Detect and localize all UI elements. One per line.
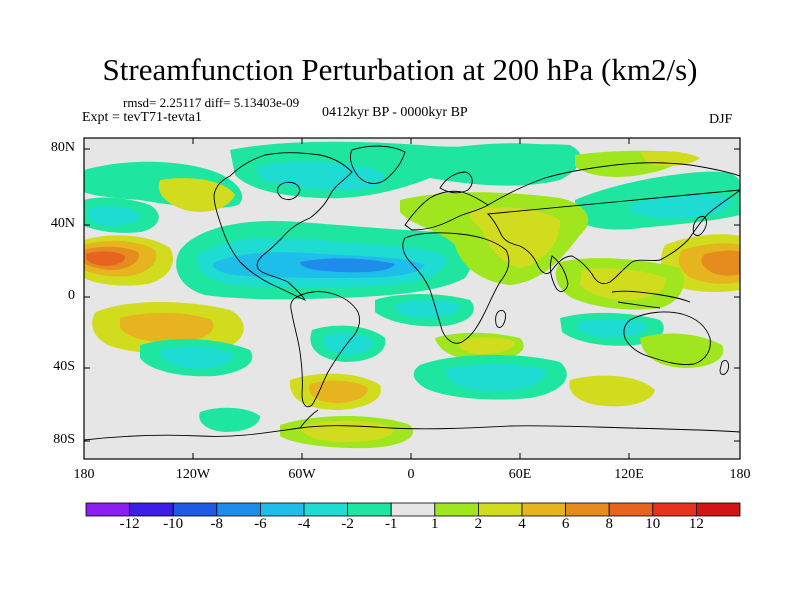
colorbar-swatch bbox=[696, 502, 741, 517]
coastline-new-zealand bbox=[719, 359, 729, 375]
contour-negative-tropics-center bbox=[300, 258, 395, 273]
map-title: Streamfunction Perturbation at 200 hPa (… bbox=[102, 52, 698, 87]
colorbar-label: -1 bbox=[384, 516, 398, 532]
contour-fill-layer bbox=[84, 141, 740, 449]
contour-positive-west-pacific-core bbox=[701, 250, 740, 276]
contour-negative-south-atlantic-core bbox=[394, 299, 460, 318]
contour-negative-south-america-core bbox=[323, 332, 374, 355]
stats-text: rmsd= 2.25117 diff= 5.13403e-09 bbox=[123, 95, 300, 110]
colorbar-label: 8 bbox=[605, 516, 613, 532]
colorbar-label: -10 bbox=[163, 516, 184, 532]
lat-label: 80N bbox=[50, 140, 75, 155]
colorbar-label: 4 bbox=[518, 516, 526, 532]
coastline-north-america bbox=[213, 152, 353, 301]
colorbar-label: -12 bbox=[119, 516, 140, 532]
coastline-africa bbox=[402, 232, 510, 344]
coastline-india bbox=[549, 255, 569, 292]
colorbar-label: 2 bbox=[474, 516, 483, 532]
colorbar-swatch bbox=[477, 502, 523, 517]
contour-negative-asia-core bbox=[630, 194, 731, 219]
contour-positive-south-asia-core bbox=[580, 268, 666, 300]
colorbar-swatch bbox=[608, 502, 654, 517]
coastline-europe bbox=[404, 190, 489, 231]
colorbar-label: -6 bbox=[254, 516, 267, 532]
colorbar-swatch bbox=[172, 502, 218, 517]
contour-positive-south-africa-core bbox=[458, 337, 515, 354]
contour-positive-central-pacific-core bbox=[86, 251, 126, 266]
lon-label: 60E bbox=[508, 467, 532, 482]
coastline-greenland bbox=[349, 145, 406, 184]
lon-label: 120E bbox=[614, 467, 644, 482]
contour-negative-north-america-core bbox=[255, 161, 385, 191]
contour-positive-north-pacific bbox=[158, 178, 235, 212]
colorbar-label: -8 bbox=[210, 516, 224, 532]
colorbar-label: 10 bbox=[645, 516, 661, 532]
colorbar-label: -4 bbox=[297, 516, 311, 532]
colorbar-swatch bbox=[129, 502, 174, 517]
contour-positive-south-atlantic-high-core bbox=[309, 380, 368, 403]
lat-label: 0 bbox=[68, 288, 75, 303]
colorbar-swatch bbox=[216, 502, 261, 517]
contour-negative-southern-ocean-africa-core bbox=[445, 364, 546, 392]
lat-label: 40N bbox=[50, 216, 75, 231]
contour-negative-indian-ocean-core bbox=[577, 318, 648, 338]
colorbar-swatch bbox=[565, 502, 610, 517]
plot-frame bbox=[83, 137, 741, 460]
coastline-antarctica bbox=[84, 425, 740, 441]
coastline-scandinavia bbox=[439, 171, 473, 194]
coastline-madagascar bbox=[495, 309, 506, 328]
coastline-south-america bbox=[290, 291, 361, 408]
colorbar-swatch bbox=[347, 502, 392, 517]
contour-positive-south-pacific-core bbox=[120, 312, 214, 343]
lon-label: 180 bbox=[73, 467, 95, 482]
colorbar-swatch bbox=[85, 502, 130, 517]
colorbar bbox=[85, 502, 741, 517]
coastline-layer bbox=[84, 145, 740, 441]
tick-marks bbox=[83, 138, 741, 459]
contour-negative-siberia bbox=[440, 143, 576, 179]
contour-positive-southern-indian bbox=[569, 375, 655, 407]
lon-label: 180 bbox=[729, 467, 751, 482]
coastline-antarctic-peninsula bbox=[299, 409, 319, 429]
colorbar-label: 6 bbox=[561, 516, 570, 532]
coastline-hudson-bay bbox=[277, 181, 301, 201]
lat-label: 80S bbox=[53, 432, 75, 447]
colorbar-label: 12 bbox=[688, 516, 704, 532]
colorbar-label: -2 bbox=[341, 516, 354, 532]
lon-label: 120W bbox=[175, 467, 211, 482]
contour-negative-drake-passage bbox=[199, 407, 260, 432]
coastline-indonesia bbox=[611, 290, 691, 309]
experiment-label: Expt = tevT71-tevta1 bbox=[82, 110, 202, 125]
colorbar-swatch bbox=[521, 502, 566, 517]
season-label: DJF bbox=[709, 112, 733, 127]
colorbar-swatch bbox=[259, 502, 305, 517]
coastline-asia bbox=[487, 162, 740, 285]
colorbar-swatch bbox=[652, 502, 697, 517]
contour-negative-southern-ocean-pacific-core bbox=[160, 346, 234, 369]
colorbar-swatch bbox=[303, 502, 348, 517]
lon-label: 0 bbox=[407, 467, 415, 482]
colorbar-swatch bbox=[434, 502, 479, 517]
colorbar-swatch bbox=[390, 502, 436, 517]
coastline-japan bbox=[692, 215, 707, 237]
period-label: 0412kyr BP - 0000kyr BP bbox=[322, 105, 468, 120]
contour-positive-europe-core bbox=[469, 207, 561, 268]
colorbar-label: 1 bbox=[431, 516, 439, 532]
contour-negative-east-pacific-edge-core bbox=[88, 206, 141, 226]
lat-label: 40S bbox=[53, 359, 75, 374]
coastline-australia bbox=[623, 311, 711, 365]
lon-label: 60W bbox=[288, 467, 316, 482]
